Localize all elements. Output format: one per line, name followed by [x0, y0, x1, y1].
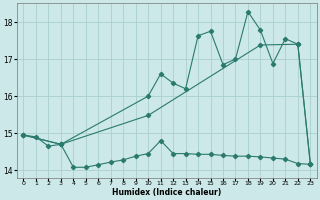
X-axis label: Humidex (Indice chaleur): Humidex (Indice chaleur) — [112, 188, 221, 197]
